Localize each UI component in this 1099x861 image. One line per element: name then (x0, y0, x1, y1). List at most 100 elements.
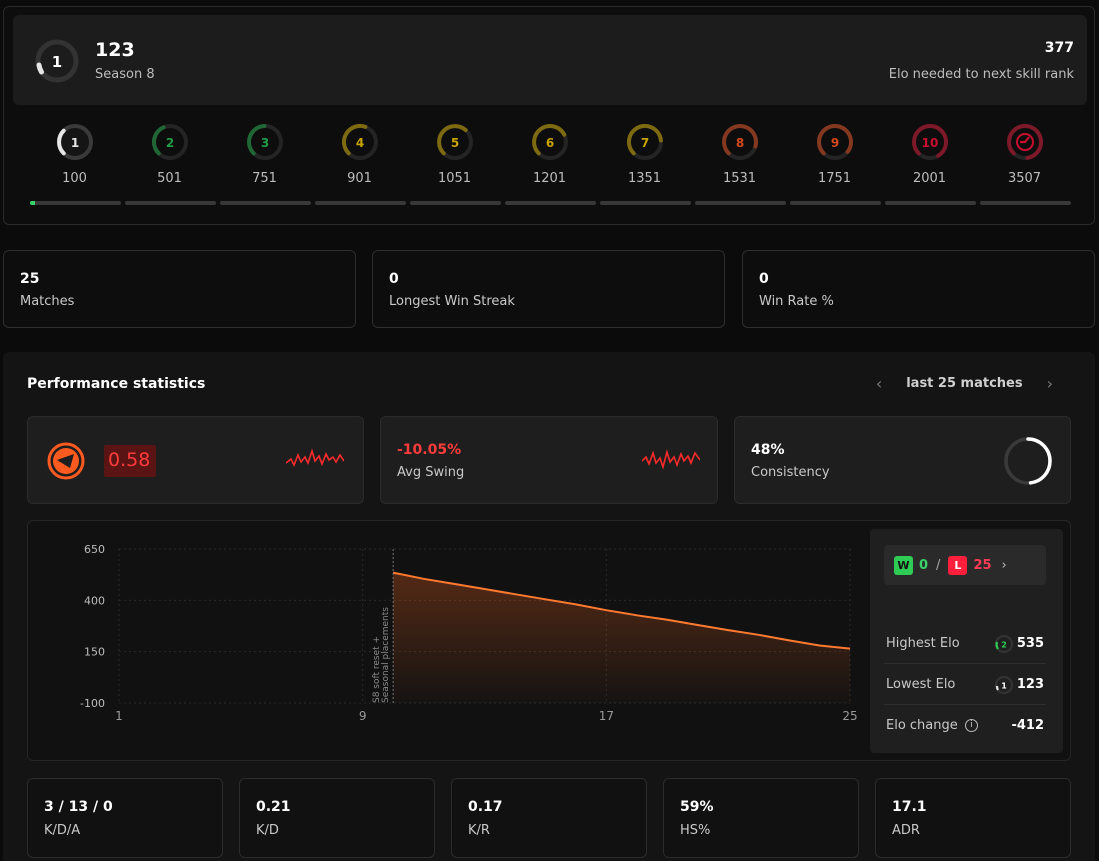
hs-card: 59% HS% (663, 778, 859, 858)
level-elo-threshold: 2001 (912, 171, 947, 186)
win-streak-label: Longest Win Streak (389, 294, 515, 309)
consistency-label: Consistency (751, 465, 830, 480)
svg-text:8: 8 (735, 136, 743, 150)
next-range-chevron-icon[interactable]: › (1046, 374, 1053, 393)
elo-needed-value: 377 (1044, 40, 1074, 56)
skill-level-panel: 1 123 Season 8 377 Elo needed to next sk… (3, 6, 1095, 225)
kd-card: 0.21 K/D (239, 778, 435, 858)
win-streak-value: 0 (389, 271, 399, 287)
y-tick-label: 150 (84, 646, 105, 659)
rating-value: 0.58 (108, 449, 151, 471)
win-streak-card: 0 Longest Win Streak (372, 250, 725, 328)
level-elo-threshold: 1201 (532, 171, 567, 186)
elo-history-chart: 650 400 150 -100 1 9 17 25 S8 soft reset + Seaso… (27, 520, 1071, 761)
highest-elo-row: Highest Elo 2 535 (884, 623, 1046, 664)
avg-swing-value: -10.05% (397, 442, 462, 458)
level-progress-bar (315, 201, 406, 205)
highest-elo-label: Highest Elo (886, 636, 960, 651)
level-elo-threshold: 1051 (437, 171, 472, 186)
kda-card: 3 / 13 / 0 K/D/A (27, 778, 223, 858)
y-tick-label: 650 (84, 543, 105, 556)
match-range-label: last 25 matches (906, 376, 1023, 391)
rating-logo-icon (47, 442, 85, 480)
lowest-elo-label: Lowest Elo (886, 677, 956, 692)
level-progress-bar (220, 201, 311, 205)
level-progress-bar (980, 201, 1071, 205)
level-elo-threshold: 3507 (1007, 171, 1042, 186)
consistency-ring-icon (1004, 437, 1052, 485)
level-elo-threshold: 1751 (817, 171, 852, 186)
elo-change-label: Elo change i (886, 718, 978, 733)
level-progress-bar (30, 201, 121, 205)
elo-record-panel: W 0 / L 25 › Highest Elo 2 535 Lowest El… (870, 529, 1063, 753)
highest-elo-value: 535 (1016, 636, 1044, 651)
level-progress-bar (695, 201, 786, 205)
hs-value: 59% (680, 799, 714, 815)
level-item-1: 1 100 (29, 121, 120, 186)
x-tick-label: 1 (115, 709, 123, 723)
svg-text:1: 1 (52, 53, 62, 71)
x-tick-label: 17 (599, 709, 614, 723)
level-item-11: 3507 (979, 121, 1070, 186)
wins-value: 0 (919, 557, 929, 573)
avg-swing-label: Avg Swing (397, 465, 465, 480)
performance-section: Performance statistics ‹ last 25 matches… (3, 352, 1095, 861)
kr-value: 0.17 (468, 799, 503, 815)
adr-label: ADR (892, 823, 920, 838)
rating-card: 0.58 (27, 416, 364, 504)
level-elo-threshold: 751 (252, 171, 277, 186)
level-2-icon: 2 (994, 634, 1014, 654)
level-progress-bar (125, 201, 216, 205)
lowest-elo-value: 123 (1016, 677, 1044, 692)
losses-value: 25 (973, 557, 992, 573)
kda-label: K/D/A (44, 823, 81, 838)
x-tick-label: 9 (359, 709, 367, 723)
elo-series-line (392, 571, 851, 650)
svg-text:10: 10 (921, 136, 938, 150)
win-loss-row[interactable]: W 0 / L 25 › (884, 545, 1046, 585)
level-progress-bar (410, 201, 501, 205)
season-reset-annotation-2: Seasonal placements (381, 607, 391, 703)
level-badge-icon (1006, 124, 1043, 160)
level-badge-icon: 6 (531, 124, 568, 160)
avg-swing-sparkline-icon (642, 449, 700, 470)
chevron-right-icon[interactable]: › (1001, 557, 1007, 573)
win-rate-label: Win Rate % (759, 294, 834, 309)
consistency-value: 48% (751, 442, 785, 458)
level-item-4: 4 901 (314, 121, 405, 186)
level-item-7: 7 1351 (599, 121, 690, 186)
hs-label: HS% (680, 823, 711, 838)
matches-value: 25 (20, 271, 40, 287)
kr-card: 0.17 K/R (451, 778, 647, 858)
level-badge-icon: 8 (721, 124, 758, 160)
level-elo-threshold: 1531 (722, 171, 757, 186)
prev-range-chevron-icon[interactable]: ‹ (875, 374, 883, 393)
level-badge-icon: 1 (56, 124, 93, 160)
svg-text:6: 6 (545, 136, 553, 150)
avg-swing-card: -10.05% Avg Swing (380, 416, 718, 504)
season-reset-annotation: S8 soft reset + (372, 636, 382, 703)
level-item-3: 3 751 (219, 121, 310, 186)
svg-text:3: 3 (260, 136, 268, 150)
season-summary: 1 123 Season 8 377 Elo needed to next sk… (13, 15, 1087, 105)
level-elo-threshold: 1351 (627, 171, 662, 186)
win-rate-value: 0 (759, 271, 769, 287)
level-badge-icon: 2 (151, 124, 188, 160)
rating-badge: 0.58 (104, 445, 156, 477)
info-icon[interactable]: i (964, 719, 978, 732)
performance-title: Performance statistics (27, 376, 206, 392)
kda-value: 3 / 13 / 0 (44, 799, 113, 815)
wl-separator: / (936, 557, 941, 573)
level-progress-bar (505, 201, 596, 205)
skill-level-gauge-icon: 1 (35, 39, 79, 83)
win-rate-card: 0 Win Rate % (742, 250, 1095, 328)
level-progress-bar (600, 201, 691, 205)
level-item-5: 5 1051 (409, 121, 500, 186)
kd-label: K/D (256, 823, 279, 838)
level-elo-threshold: 901 (347, 171, 372, 186)
season-label: Season 8 (95, 67, 155, 82)
matches-label: Matches (20, 294, 75, 309)
svg-text:1: 1 (1001, 682, 1007, 691)
svg-text:4: 4 (355, 136, 363, 150)
level-badge-icon: 3 (246, 124, 283, 160)
